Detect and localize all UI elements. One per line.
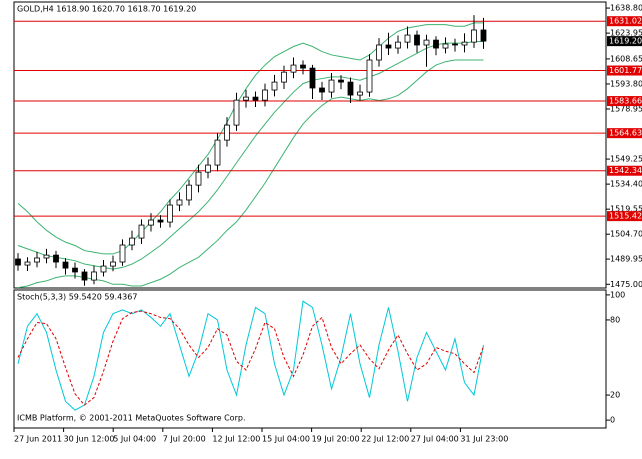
y-tick-label: 1519.55 [610, 205, 642, 214]
x-tick-label: 30 Jun 12:00 [64, 435, 115, 444]
candle-body [452, 43, 458, 46]
x-tick-label: 19 Jul 20:00 [312, 435, 360, 444]
candle-body [480, 29, 487, 42]
candle-body [338, 79, 344, 83]
y-tick-label: 1578.95 [610, 104, 642, 113]
y-tick-label: 1534.40 [610, 180, 642, 189]
stoch-line [17, 310, 484, 406]
x-tick-label: 27 Jul 04:00 [411, 435, 459, 444]
candle-body [328, 79, 335, 93]
level-label: 1601.77 [609, 66, 642, 75]
y-tick-label: 1638.80 [610, 4, 642, 13]
y-tick-label: 1489.95 [610, 255, 642, 264]
x-tick-label: 31 Jul 23:00 [460, 435, 508, 444]
level-tag [607, 65, 642, 76]
y-tick-label: 20 [610, 391, 620, 400]
y-tick-label: 1549.25 [610, 155, 642, 164]
stoch-panel [13, 289, 607, 429]
candle-body [281, 71, 287, 83]
candle-body [271, 81, 278, 91]
price-header: GOLD,H4 1618.90 1620.70 1618.70 1619.20 [17, 5, 196, 14]
stoch-line [17, 300, 484, 411]
candle-body [157, 219, 164, 223]
candle-body [224, 124, 230, 141]
level-tag [607, 165, 642, 176]
y-tick-label: 1475.00 [610, 280, 642, 289]
candle-body [385, 44, 392, 49]
level-tag [607, 128, 642, 139]
y-tick-label: 0 [610, 416, 615, 425]
candle-body [138, 224, 145, 239]
y-tick-label: 80 [610, 315, 620, 324]
candle-body [24, 261, 31, 266]
y-tick-label: 1608.65 [610, 54, 642, 63]
candle-body [214, 139, 221, 166]
candle-body [119, 244, 126, 263]
y-tick-label: 1623.95 [610, 29, 642, 38]
level-tag [607, 16, 642, 27]
level-tag [607, 96, 642, 107]
bollinger-middle [17, 40, 484, 270]
candle-body [433, 39, 439, 49]
candle-body [442, 43, 449, 49]
x-tick-label: 12 Jul 12:00 [212, 435, 260, 444]
candle-body [195, 171, 202, 186]
candle-body [110, 261, 116, 267]
candle-body [290, 64, 297, 73]
candle-body [205, 164, 211, 173]
candle-body [395, 41, 401, 49]
level-label: 1542.34 [609, 166, 642, 175]
bollinger-upper [17, 22, 484, 255]
x-tick-label: 22 Jul 12:00 [361, 435, 409, 444]
candle-body [262, 89, 268, 101]
x-tick-label: 27 Jun 2011 [14, 435, 62, 444]
y-tick-label: 1593.80 [610, 79, 642, 88]
candle-body [91, 271, 97, 281]
stoch-header: Stoch(5,3,3) 59.5420 59.4367 [17, 293, 137, 302]
copyright: ICMB Platform, © 2001-2011 MetaQuotes So… [17, 414, 246, 423]
candle-body [376, 44, 382, 61]
x-tick-label: 15 Jul 04:00 [262, 435, 310, 444]
candle-body [148, 219, 154, 226]
level-label: 1583.66 [609, 97, 642, 106]
candle-body [81, 271, 88, 281]
level-label: 1564.63 [609, 129, 642, 138]
level-tag [607, 211, 642, 222]
candle-body [309, 67, 316, 89]
x-tick-label: 5 Jul 04:00 [113, 435, 156, 444]
candle-body [53, 254, 59, 263]
candle-body [347, 81, 354, 96]
x-tick-label: 7 Jul 20:00 [163, 435, 206, 444]
candle-body [252, 96, 259, 101]
candle-body [176, 199, 183, 206]
candle-body [243, 96, 249, 101]
candle-body [300, 64, 306, 69]
candle-body [366, 59, 373, 93]
y-tick-label: 100 [610, 290, 625, 299]
current-price-label: 1619.20 [609, 37, 642, 46]
candle-body [43, 254, 50, 259]
candle-body [167, 204, 173, 223]
candle-body [319, 87, 325, 93]
candle-body [414, 34, 420, 46]
current-price-tag [607, 36, 642, 47]
candle-body [34, 257, 40, 263]
candle-body [62, 261, 69, 269]
candle-body [186, 184, 192, 201]
candle-body [129, 237, 135, 246]
candle-body [471, 29, 477, 43]
candle-body [461, 41, 468, 46]
candle-body [72, 267, 78, 273]
price-panel [13, 1, 607, 289]
candle-body [357, 91, 363, 96]
level-label: 1515.42 [609, 212, 642, 221]
candle-body [423, 39, 430, 46]
candle-body [233, 99, 240, 126]
candle-body [404, 34, 411, 43]
candle-body [15, 258, 21, 266]
candle-body [100, 265, 107, 273]
y-tick-label: 1504.70 [610, 230, 642, 239]
level-label: 1631.02 [609, 17, 642, 26]
